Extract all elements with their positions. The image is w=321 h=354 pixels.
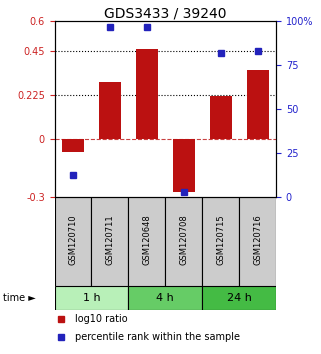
Text: GSM120648: GSM120648 bbox=[142, 215, 152, 265]
Text: percentile rank within the sample: percentile rank within the sample bbox=[74, 332, 239, 342]
Bar bbox=[239, 198, 276, 286]
Text: log10 ratio: log10 ratio bbox=[74, 314, 127, 324]
Text: 4 h: 4 h bbox=[156, 293, 174, 303]
Bar bbox=[136, 48, 158, 139]
Bar bbox=[202, 198, 239, 286]
Bar bbox=[247, 70, 269, 139]
Bar bbox=[202, 286, 276, 310]
Bar bbox=[55, 286, 128, 310]
Title: GDS3433 / 39240: GDS3433 / 39240 bbox=[104, 6, 227, 20]
Text: 1 h: 1 h bbox=[83, 293, 100, 303]
Text: GSM120708: GSM120708 bbox=[179, 215, 188, 265]
Bar bbox=[128, 198, 165, 286]
Bar bbox=[62, 139, 84, 153]
Bar bbox=[55, 198, 91, 286]
Text: GSM120715: GSM120715 bbox=[216, 215, 225, 265]
Text: GSM120716: GSM120716 bbox=[253, 215, 262, 265]
Bar bbox=[91, 198, 128, 286]
Text: 24 h: 24 h bbox=[227, 293, 252, 303]
Bar bbox=[165, 198, 202, 286]
Text: GSM120710: GSM120710 bbox=[68, 215, 78, 265]
Bar bbox=[210, 96, 232, 139]
Text: GSM120711: GSM120711 bbox=[105, 215, 115, 265]
Bar bbox=[99, 82, 121, 139]
Bar bbox=[173, 139, 195, 192]
Text: time ►: time ► bbox=[3, 293, 36, 303]
Bar bbox=[128, 286, 202, 310]
